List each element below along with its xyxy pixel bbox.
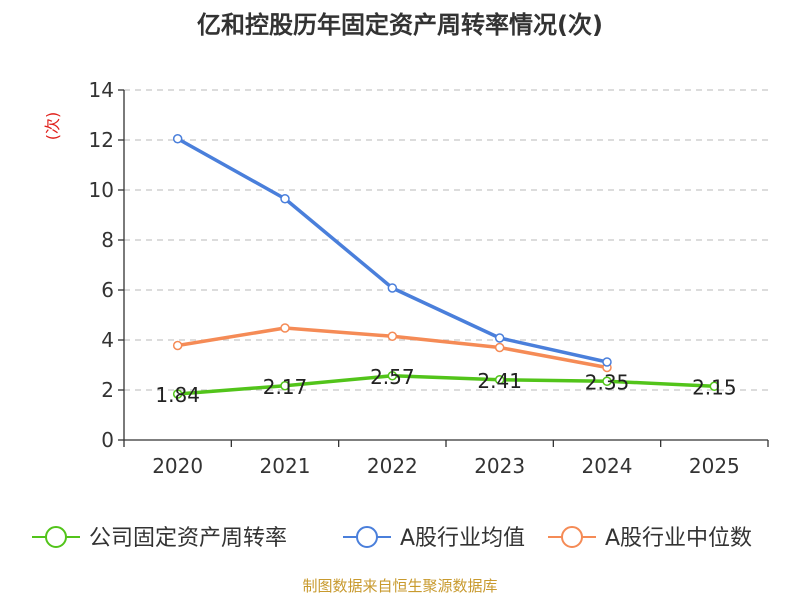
data-label: 2.35 (585, 370, 630, 394)
y-tick-label: 2 (101, 378, 114, 402)
y-tick-label: 4 (101, 328, 114, 352)
data-point[interactable] (387, 283, 398, 293)
x-tick-label: 2020 (152, 454, 203, 478)
x-tick-label: 2024 (582, 454, 633, 478)
data-point[interactable] (172, 340, 183, 351)
data-point[interactable] (494, 375, 505, 385)
data-point[interactable] (602, 376, 612, 386)
data-labels: 1.84 2.17 2.57 2.41 2.35 2.15 (155, 365, 736, 407)
data-label: 2.57 (370, 365, 415, 389)
y-tick-label: 10 (89, 178, 114, 202)
series-line-1 (176, 137, 608, 364)
data-point[interactable] (172, 389, 183, 399)
y-tick-label: 12 (89, 128, 114, 152)
data-point[interactable] (387, 331, 398, 341)
legend-label[interactable]: A股行业中位数 (605, 526, 752, 551)
x-tick-label: 2023 (474, 454, 525, 478)
y-axis-label: (次) (43, 112, 62, 141)
axes: 0 2 4 6 8 10 12 14 2020 2021 2022 2023 2024 2025 (89, 78, 769, 478)
data-label: 1.84 (155, 383, 200, 407)
data-point[interactable] (280, 381, 290, 391)
series-group (172, 134, 720, 399)
y-tick-label: 6 (101, 278, 114, 302)
data-label: 2.15 (692, 375, 737, 399)
data-label: 2.41 (477, 369, 522, 393)
data-point[interactable] (280, 323, 290, 333)
legend-marker[interactable] (45, 526, 67, 548)
x-tick-label: 2022 (367, 454, 418, 478)
legend-label[interactable]: 公司固定资产周转率 (89, 526, 287, 551)
chart-title: 亿和控股历年固定资产周转率情况(次) (197, 11, 603, 39)
y-tick-label: 14 (89, 78, 114, 102)
data-point[interactable] (280, 194, 290, 204)
x-tick-label: 2021 (260, 454, 311, 478)
y-tick-label: 0 (101, 428, 114, 452)
data-point[interactable] (494, 342, 505, 353)
data-label: 2.17 (263, 375, 308, 399)
legend-marker[interactable] (356, 526, 378, 548)
data-point[interactable] (387, 371, 398, 381)
legend[interactable]: 公司固定资产周转率 A股行业均值 A股行业中位数 (32, 526, 752, 551)
data-point[interactable] (172, 134, 183, 144)
source-note: 制图数据来自恒生聚源数据库 (302, 577, 497, 595)
data-point[interactable] (602, 357, 612, 367)
x-tick-label: 2025 (689, 454, 740, 478)
y-tick-label: 8 (101, 228, 114, 252)
gridlines (124, 89, 768, 391)
data-point[interactable] (709, 381, 720, 391)
series-line-0 (177, 374, 715, 396)
data-point[interactable] (494, 333, 505, 343)
legend-label[interactable]: A股行业均值 (400, 526, 525, 551)
legend-marker[interactable] (561, 526, 583, 548)
